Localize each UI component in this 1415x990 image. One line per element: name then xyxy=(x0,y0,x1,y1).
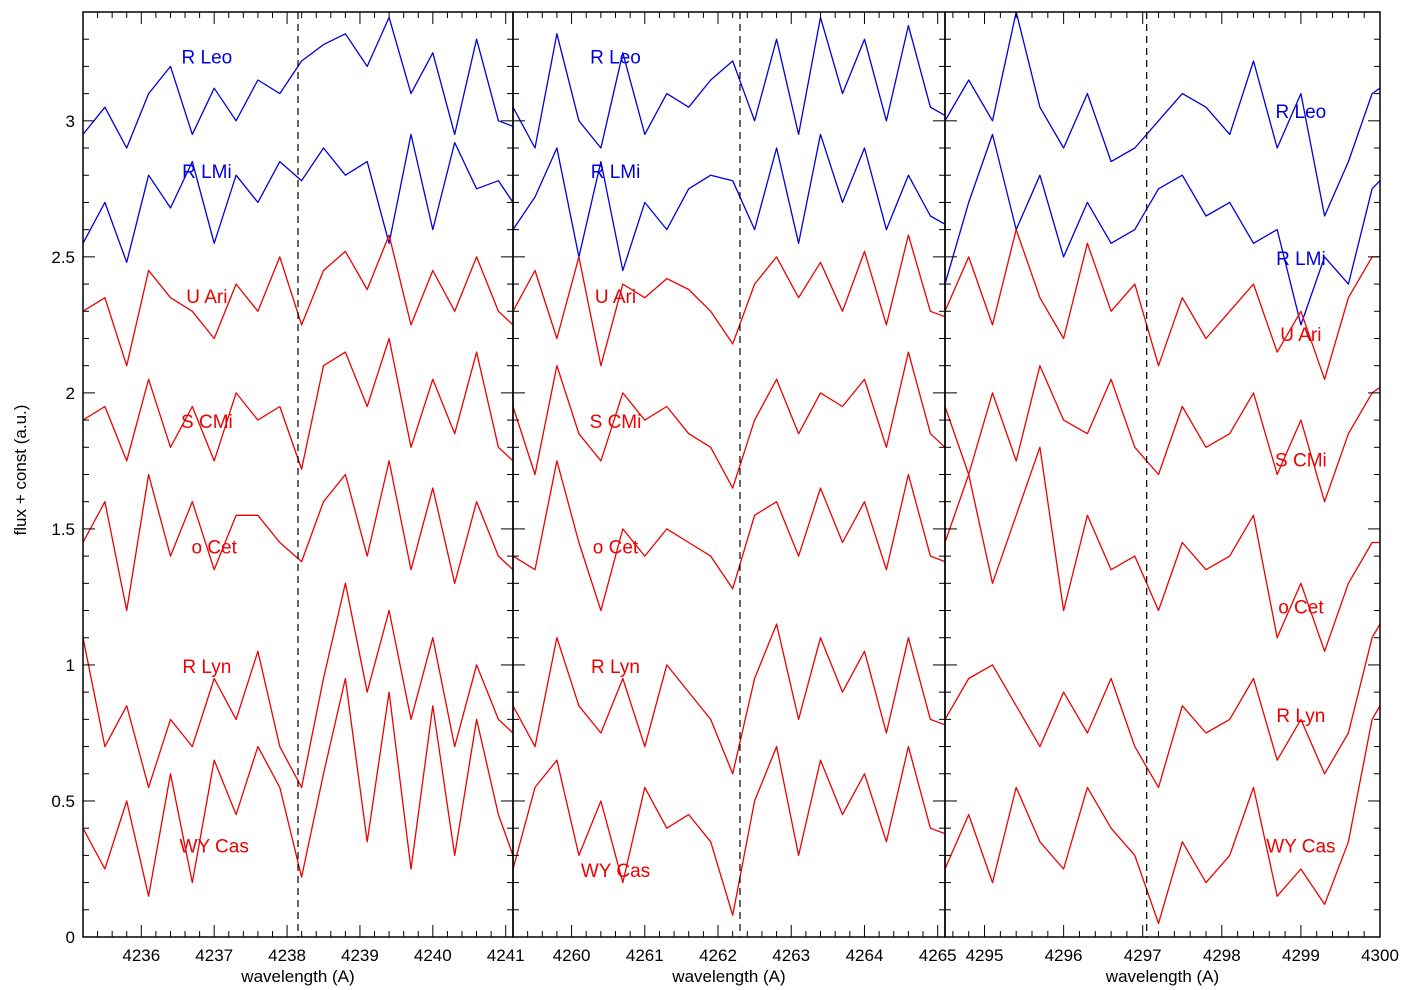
x-tick-label: 4239 xyxy=(341,946,379,965)
y-tick-label: 0.5 xyxy=(51,792,75,811)
y-tick-label: 2.5 xyxy=(51,248,75,267)
series-label: S CMi xyxy=(1275,450,1327,471)
series-label: WY Cas xyxy=(581,861,650,882)
x-tick-label: 4238 xyxy=(268,946,306,965)
x-tick-label: 4262 xyxy=(699,946,737,965)
y-tick-label: 0 xyxy=(66,928,75,947)
series-label: WY Cas xyxy=(180,837,249,858)
y-tick-label: 1.5 xyxy=(51,520,75,539)
series-line-r-lyn xyxy=(512,623,946,775)
x-tick-label: 4264 xyxy=(846,946,884,965)
series-line-s-cmi xyxy=(512,351,946,489)
y-tick-label: 1 xyxy=(66,656,75,675)
panels: R Leo R LMi U Ari S CMi o Cet R Lyn WY Cas 4236… xyxy=(51,11,1399,986)
series-label: WY Cas xyxy=(1266,837,1335,858)
x-tick-label: 4299 xyxy=(1282,946,1320,965)
series-line-wy-cas xyxy=(944,705,1381,925)
series-line-r-lyn xyxy=(944,623,1381,789)
series-line-r-lyn xyxy=(82,582,514,789)
series-label: R Leo xyxy=(182,48,233,69)
series-line-r-lmi xyxy=(82,133,514,263)
series-line-wy-cas xyxy=(512,745,946,916)
series-line-o-cet xyxy=(82,460,514,612)
series-line-r-lmi xyxy=(512,133,946,272)
y-tick-label: 3 xyxy=(66,112,75,131)
series-label: o Cet xyxy=(1278,597,1324,618)
series-line-u-ari xyxy=(944,228,1380,380)
x-tick-label: 4295 xyxy=(966,946,1004,965)
series-label: S CMi xyxy=(590,412,642,433)
series-label: o Cet xyxy=(593,537,639,558)
series-label: U Ari xyxy=(186,287,227,308)
x-tick-label: 4265 xyxy=(919,946,957,965)
x-tick-label: 4298 xyxy=(1203,946,1241,965)
series-label: R Leo xyxy=(590,48,641,69)
series-label: o Cet xyxy=(191,537,237,558)
series-label: R Lyn xyxy=(182,657,231,678)
x-tick-label: 4263 xyxy=(772,946,810,965)
series-line-o-cet xyxy=(512,460,946,612)
series-label: R Leo xyxy=(1276,102,1327,123)
x-tick-label: 4261 xyxy=(626,946,664,965)
series-line-s-cmi xyxy=(944,365,1381,503)
series-line-o-cet xyxy=(944,446,1380,652)
series-label: R LMi xyxy=(182,162,232,183)
series-label: U Ari xyxy=(595,287,636,308)
y-tick-label: 2 xyxy=(66,384,75,403)
panel-frame xyxy=(512,11,946,938)
series-line-r-lmi xyxy=(944,133,1381,326)
x-tick-label: 4236 xyxy=(122,946,160,965)
x-tick-label: 4240 xyxy=(414,946,452,965)
series-line-u-ari xyxy=(512,234,946,367)
x-tick-label: 4296 xyxy=(1045,946,1083,965)
x-axis-label: wavelength (A) xyxy=(1105,967,1219,986)
series-label: R Lyn xyxy=(1276,706,1325,727)
series-label: U Ari xyxy=(1280,325,1321,346)
x-tick-label: 4237 xyxy=(195,946,233,965)
panel-3: R Leo R LMi U Ari S CMi o Cet R Lyn WY Cas 4295… xyxy=(944,11,1399,986)
series-line-s-cmi xyxy=(82,337,514,470)
series-label: R LMi xyxy=(591,162,641,183)
x-tick-label: 4241 xyxy=(487,946,525,965)
series-line-wy-cas xyxy=(82,677,514,897)
x-axis-label: wavelength (A) xyxy=(671,967,785,986)
series-label: R LMi xyxy=(1276,249,1326,270)
x-tick-label: 4297 xyxy=(1124,946,1162,965)
x-tick-label: 4300 xyxy=(1361,946,1399,965)
panel-frame xyxy=(944,11,1381,938)
y-axis-label: flux + const (a.u.) xyxy=(11,405,30,536)
x-tick-label: 4260 xyxy=(553,946,591,965)
panel-1: R Leo R LMi U Ari S CMi o Cet R Lyn WY Cas 4236… xyxy=(51,11,525,986)
series-line-u-ari xyxy=(82,234,514,367)
series-label: R Lyn xyxy=(591,657,640,678)
series-line-r-leo xyxy=(944,11,1381,217)
series-line-r-leo xyxy=(512,16,946,149)
x-axis-label: wavelength (A) xyxy=(240,967,354,986)
series-label: S CMi xyxy=(181,412,233,433)
series-line-r-leo xyxy=(82,16,514,149)
panel-2: R Leo R LMi U Ari S CMi o Cet R Lyn WY Cas 4260… xyxy=(512,11,957,986)
